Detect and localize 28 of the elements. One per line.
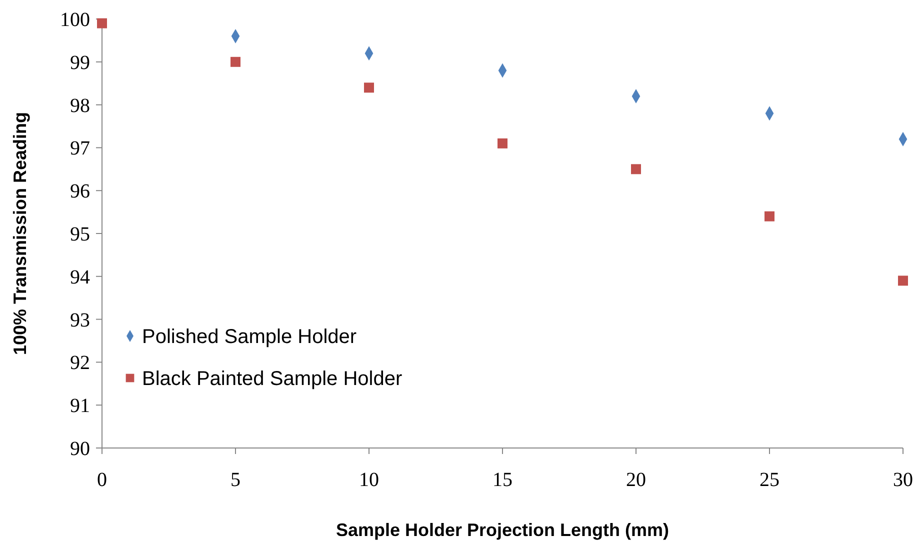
y-tick-label: 91 — [70, 395, 90, 418]
y-tick-label: 92 — [70, 352, 90, 374]
x-tick-label: 30 — [893, 469, 913, 491]
y-tick-label: 95 — [70, 224, 90, 246]
point — [498, 138, 508, 148]
y-tick-label: 96 — [70, 180, 90, 203]
y-tick-label: 98 — [70, 94, 90, 117]
legend-label: Black Painted Sample Holder — [142, 368, 402, 390]
y-tick-label: 93 — [70, 309, 90, 332]
legend-label: Polished Sample Holder — [142, 326, 357, 348]
y-tick-label: 90 — [70, 438, 90, 460]
x-tick-label: 5 — [230, 469, 240, 491]
y-tick-label: 94 — [70, 266, 90, 288]
point — [764, 211, 774, 222]
x-tick-label: 10 — [359, 469, 379, 491]
point — [364, 82, 374, 93]
x-tick-label: 0 — [97, 469, 107, 491]
x-tick-label: 20 — [626, 469, 646, 491]
x-tick-label: 25 — [760, 469, 780, 491]
y-axis-title: 100% Transmission Reading — [10, 112, 30, 356]
x-axis-title: Sample Holder Projection Length (mm) — [336, 520, 670, 540]
point — [898, 276, 908, 286]
y-tick-label: 100 — [60, 9, 90, 31]
y-tick-label: 99 — [70, 52, 90, 74]
point — [631, 164, 641, 174]
x-tick-label: 15 — [492, 469, 512, 491]
point — [230, 56, 240, 67]
y-tick-label: 97 — [70, 138, 90, 160]
